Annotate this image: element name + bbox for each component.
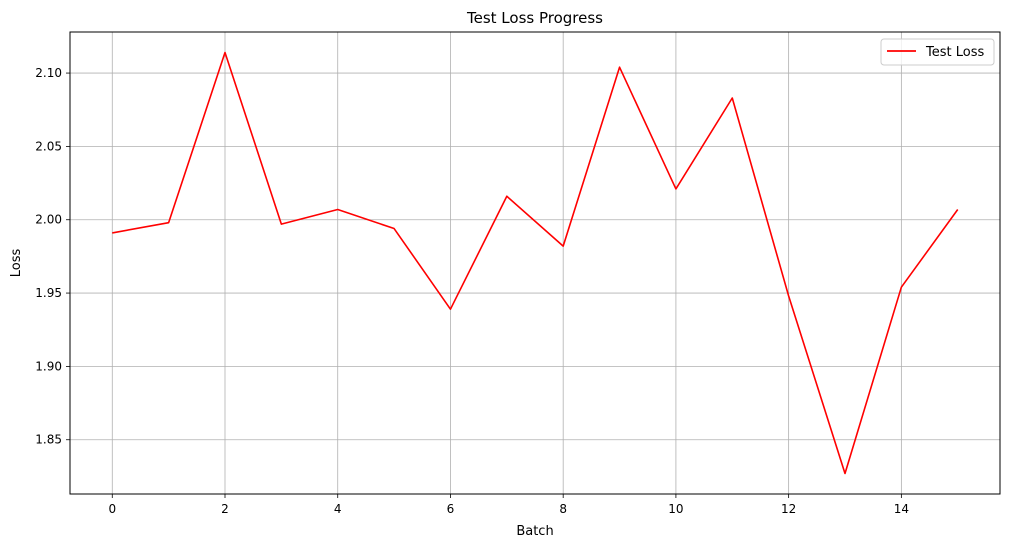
y-tick-label: 1.90: [35, 359, 62, 373]
x-tick-label: 6: [447, 502, 455, 516]
x-axis-label: Batch: [516, 524, 553, 539]
y-tick-label: 1.95: [35, 286, 62, 300]
y-axis-ticks: 1.85 1.90 1.95 2.00 2.05 2.10: [35, 66, 70, 447]
y-tick-label: 2.05: [35, 139, 62, 153]
x-tick-label: 8: [559, 502, 567, 516]
series-layer: [112, 51, 959, 475]
x-tick-label: 0: [108, 502, 116, 516]
y-tick-label: 1.85: [35, 433, 62, 447]
plot-frame: [69, 31, 1001, 495]
x-tick-label: 4: [334, 502, 342, 516]
legend-label: Test Loss: [925, 45, 984, 60]
chart-title: Test Loss Progress: [466, 9, 603, 27]
series-line-test-loss: [112, 51, 959, 475]
x-tick-label: 12: [781, 502, 796, 516]
legend-box: [880, 38, 995, 66]
grid: [70, 32, 1000, 494]
x-axis-ticks: 0 2 4 6 8 10 12 14: [108, 494, 909, 516]
legend: Test Loss: [880, 38, 995, 66]
x-tick-label: 10: [668, 502, 683, 516]
x-tick-label: 2: [221, 502, 229, 516]
x-tick-label: 14: [894, 502, 909, 516]
y-tick-label: 2.10: [35, 66, 62, 80]
y-axis-label: Loss: [9, 249, 24, 278]
y-tick-label: 2.00: [35, 213, 62, 227]
